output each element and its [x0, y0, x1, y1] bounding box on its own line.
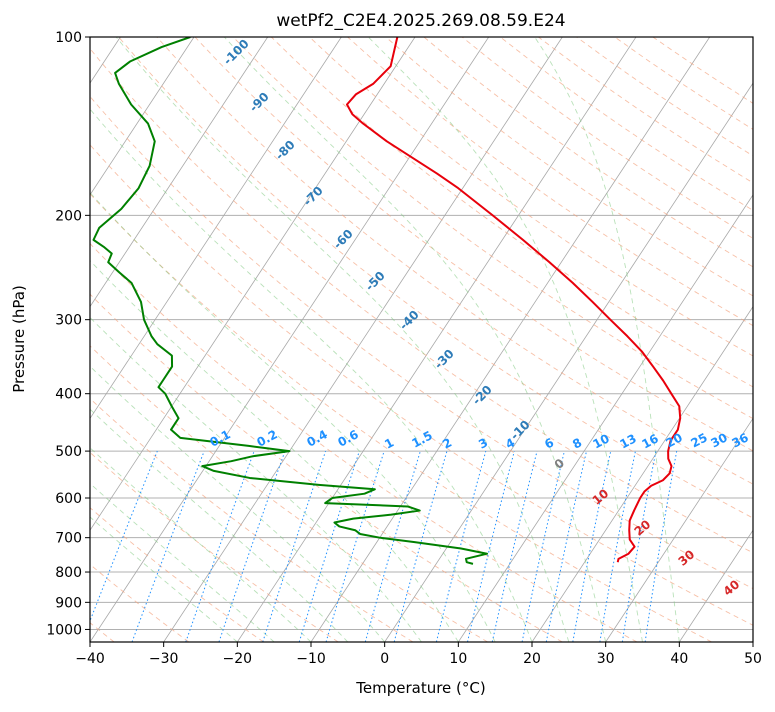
dry-adiabat — [90, 293, 563, 642]
dry-adiabat — [156, 37, 753, 485]
mixing-ratio-line — [298, 450, 360, 642]
x-tick-label: 50 — [744, 651, 762, 667]
moist-adiabat — [90, 191, 496, 642]
isotherm-line — [90, 37, 269, 308]
mixing-ratio-line — [131, 450, 205, 642]
isotherm-line — [90, 37, 416, 531]
mixing-ratio-label: 13 — [617, 431, 638, 451]
dry-adiabat — [385, 37, 753, 297]
y-tick-label: 500 — [55, 444, 82, 460]
x-tick-label: −10 — [296, 651, 326, 667]
x-tick-label: 20 — [523, 651, 541, 667]
temperature-profile — [345, 37, 682, 563]
mixing-ratio-label: 36 — [729, 430, 750, 450]
mixing-ratio-line — [364, 450, 421, 642]
mixing-ratio-line — [325, 450, 385, 642]
dry-adiabat — [118, 37, 753, 519]
isotherm-line — [384, 82, 753, 642]
dry-adiabat — [232, 37, 753, 420]
moist-adiabat — [367, 37, 643, 642]
y-tick-label: 400 — [55, 387, 82, 403]
mixing-ratio-line — [262, 450, 327, 642]
x-tick-label: −40 — [75, 651, 105, 667]
mixing-ratio-label: 30 — [708, 430, 729, 450]
moist-adiabat — [115, 37, 570, 642]
isotherm-line — [605, 417, 753, 642]
x-tick-label: 30 — [597, 651, 615, 667]
moist-adiabat — [90, 365, 386, 642]
moist-adiabat — [90, 108, 533, 642]
mixing-ratio-line — [644, 451, 678, 642]
y-tick-label: 1000 — [46, 622, 82, 638]
isotherm-line — [678, 529, 753, 642]
mixing-ratio-line — [185, 450, 255, 642]
isotherm-line — [531, 305, 753, 642]
mixing-ratio-label: 16 — [639, 431, 660, 451]
mixing-ratio-line — [467, 450, 515, 642]
mixing-ratio-label: 10 — [590, 431, 611, 451]
mixing-ratio-line — [435, 450, 487, 642]
x-tick-label: −30 — [149, 651, 179, 667]
y-tick-label: 700 — [55, 531, 82, 547]
moist-adiabat — [90, 259, 459, 642]
y-tick-label: 100 — [55, 30, 82, 46]
x-tick-label: 40 — [670, 651, 688, 667]
isotherm-line — [90, 37, 195, 196]
grid-layer — [90, 37, 753, 642]
y-tick-label: 300 — [55, 313, 82, 329]
moist-adiabat — [90, 482, 275, 642]
dry-adiabat — [90, 242, 638, 642]
isotherm-line — [236, 37, 637, 642]
dry-adiabat — [309, 37, 753, 357]
isotherm-line — [90, 37, 342, 420]
moist-adiabat — [534, 37, 680, 642]
isotherm-line — [457, 194, 753, 642]
mixing-ratio-line — [393, 450, 448, 642]
moist-adiabat — [90, 447, 312, 642]
plot-frame — [89, 36, 754, 643]
chart-title: wetPf2_C2E4.2025.269.08.59.E24 — [276, 11, 565, 31]
series-layer — [92, 37, 682, 565]
dewpoint-profile — [92, 37, 489, 565]
mixing-ratio-line — [218, 450, 286, 642]
mixing-ratio-line — [491, 450, 538, 642]
x-tick-label: 10 — [449, 651, 467, 667]
mixing-ratio-line — [90, 450, 158, 623]
y-axis-title: Pressure (hPa) — [10, 285, 28, 393]
dry-adiabat — [90, 345, 488, 642]
mixing-ratio-label: 25 — [688, 430, 709, 450]
y-tick-label: 800 — [55, 565, 82, 581]
dry-adiabat — [90, 95, 753, 590]
dry-adiabat — [90, 193, 712, 642]
y-tick-label: 200 — [55, 208, 82, 224]
dry-adiabat — [90, 507, 264, 642]
dry-adiabat — [90, 144, 753, 626]
x-tick-label: 0 — [380, 651, 389, 667]
y-tick-label: 900 — [55, 595, 82, 611]
isotherm-line — [163, 37, 563, 642]
x-axis-title: Temperature (°C) — [355, 679, 485, 697]
y-tick-label: 600 — [55, 491, 82, 507]
moist-adiabat — [90, 516, 238, 642]
mixing-ratio-label: 20 — [663, 430, 684, 450]
x-tick-label: −20 — [223, 651, 253, 667]
